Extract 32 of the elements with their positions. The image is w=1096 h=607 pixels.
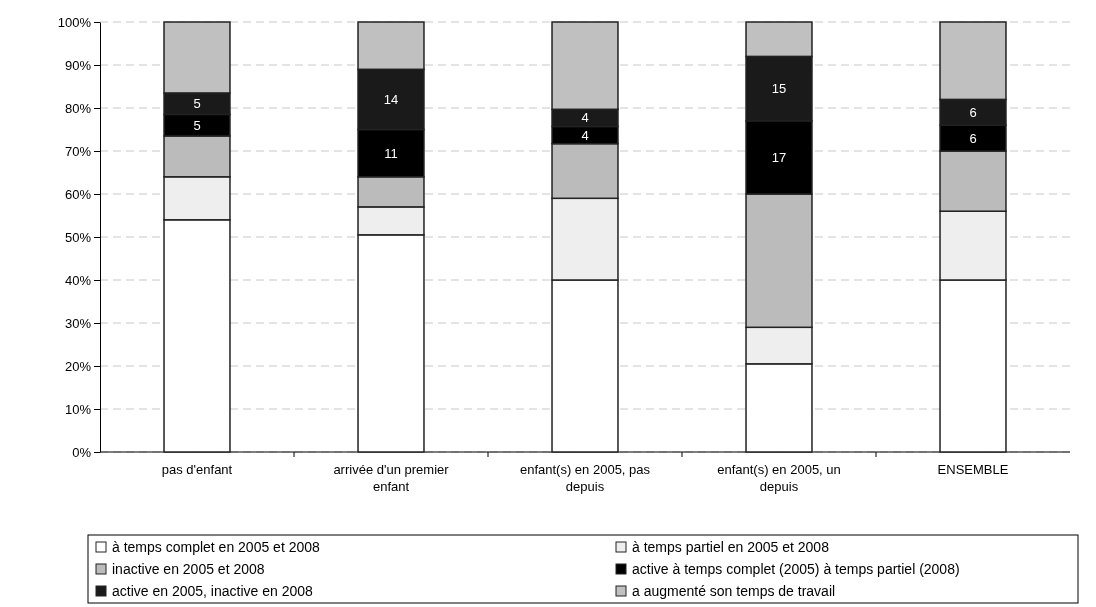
y-tick-label: 90% — [64, 57, 92, 73]
y-tick-label: 100% — [57, 14, 92, 30]
legend-label: à temps complet en 2005 et 2008 — [112, 539, 321, 555]
data-label: 6 — [969, 104, 977, 120]
x-tick-label: enfant(s) en 2005, un depuis — [717, 462, 841, 494]
y-tick-label: 80% — [64, 100, 92, 116]
data-label: 4 — [581, 127, 589, 143]
legend-label: a augmenté son temps de travail — [632, 583, 836, 599]
y-tick-label: 0% — [72, 444, 92, 460]
x-tick-label: pas d'enfant — [161, 462, 233, 477]
data-label: 4 — [581, 110, 589, 126]
data-label: 17 — [771, 149, 787, 165]
x-tick-label: arrivée d'un premier enfant — [333, 462, 450, 494]
legend-label: active à temps complet (2005) à temps partiel (2008) — [632, 561, 960, 577]
data-label: 15 — [771, 81, 787, 97]
y-tick-label: 60% — [64, 186, 92, 202]
y-tick-label: 70% — [64, 143, 92, 159]
legend-label: à temps partiel en 2005 et 2008 — [632, 539, 830, 555]
legend-label: active en 2005, inactive en 2008 — [112, 583, 314, 599]
y-tick-label: 40% — [64, 272, 92, 288]
y-tick-label: 20% — [64, 358, 92, 374]
legend-label: inactive en 2005 et 2008 — [112, 561, 265, 577]
data-label: 14 — [383, 91, 399, 107]
data-label: 5 — [193, 96, 201, 112]
x-tick-label: ENSEMBLE — [937, 462, 1009, 477]
y-tick-label: 30% — [64, 315, 92, 331]
x-tick-label: enfant(s) en 2005, pas depuis — [519, 462, 651, 494]
y-tick-label: 50% — [64, 229, 92, 245]
y-tick-label: 10% — [64, 401, 92, 417]
data-label: 11 — [384, 145, 398, 161]
data-label: 5 — [193, 117, 201, 133]
data-label: 6 — [969, 130, 977, 146]
